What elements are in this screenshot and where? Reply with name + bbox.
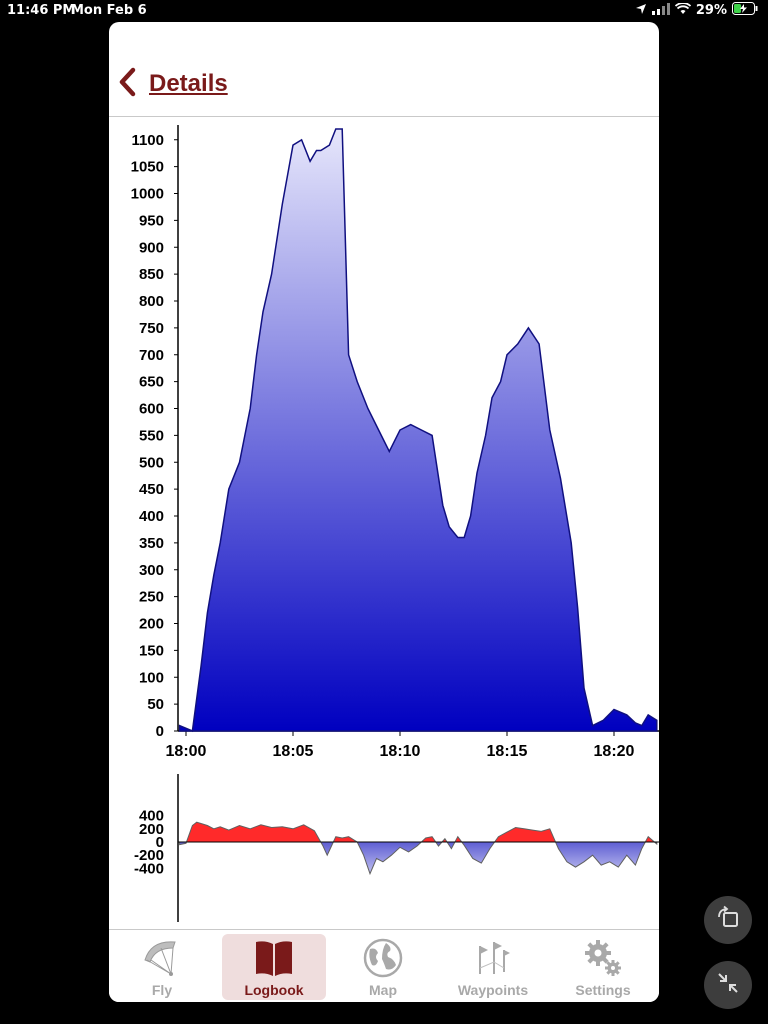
alt-y-tick-label: 850	[139, 266, 164, 283]
vario-y-tick-label: 0	[156, 834, 164, 851]
alt-y-tick-label: 750	[139, 320, 164, 337]
alt-y-tick-label: 50	[147, 696, 164, 713]
tab-label-settings: Settings	[575, 982, 631, 998]
alt-y-tick-label: 500	[139, 454, 164, 471]
vario-y-tick-label: 400	[139, 808, 164, 825]
alt-y-tick-label: 300	[139, 562, 164, 579]
tab-waypoints[interactable]: Waypoints	[441, 934, 545, 1000]
alt-y-tick-label: 0	[156, 723, 164, 740]
gears-icon	[581, 936, 625, 980]
alt-y-tick-label: 400	[139, 508, 164, 525]
details-sheet: Details 0 50 100 150 200 250 300 350 400 450 500 55…	[109, 22, 659, 1002]
tab-bar: Fly Logbook Map Waypoints	[109, 929, 659, 1002]
alt-y-tick-label: 600	[139, 401, 164, 418]
status-date: Mon Feb 6	[71, 3, 147, 18]
paraglider-icon	[140, 936, 184, 980]
alt-y-tick-label: 700	[139, 347, 164, 364]
alt-x-tick-label: 18:00	[166, 743, 207, 760]
navigation-bar: Details	[109, 22, 659, 117]
alt-y-tick-label: 450	[139, 481, 164, 498]
tab-label-map: Map	[369, 982, 397, 998]
alt-y-tick-label: 350	[139, 535, 164, 552]
alt-x-tick-label: 18:15	[487, 743, 528, 760]
flags-icon	[471, 936, 515, 980]
charts-area: 0 50 100 150 200 250 300 350 400 450 500 550 600 650 7…	[131, 125, 659, 922]
cellular-signal-icon	[651, 2, 670, 19]
rotate-lock-button[interactable]	[704, 896, 752, 944]
altitude-area	[178, 128, 658, 733]
tab-settings[interactable]: Settings	[551, 934, 655, 1000]
alt-y-tick-label: 1100	[131, 132, 164, 149]
status-bar: 11:46 PM Mon Feb 6 29%	[0, 0, 768, 22]
alt-y-tick-label: 800	[139, 293, 164, 310]
wifi-icon	[674, 1, 691, 19]
book-icon	[252, 936, 296, 980]
alt-y-tick-label: 150	[139, 642, 164, 659]
vario-y-tick-label: -200	[134, 847, 164, 864]
tab-map[interactable]: Map	[331, 934, 435, 1000]
status-indicators: 29%	[635, 1, 758, 19]
vario-sink-area	[179, 842, 657, 874]
back-button[interactable]: Details	[117, 66, 228, 102]
globe-icon	[361, 936, 405, 980]
alt-y-tick-label: 900	[139, 239, 164, 256]
collapse-arrows-icon	[715, 970, 741, 1001]
alt-y-tick-label: 550	[139, 427, 164, 444]
tab-label-logbook: Logbook	[244, 982, 304, 998]
alt-y-tick-label: 200	[139, 616, 164, 633]
alt-y-tick-label: 250	[139, 589, 164, 606]
alt-y-tick-label: 1050	[131, 159, 164, 176]
tab-label-fly: Fly	[151, 982, 173, 998]
chevron-left-icon	[117, 67, 137, 102]
battery-percent: 29%	[695, 3, 727, 18]
alt-y-tick-label: 1000	[131, 186, 164, 203]
status-time: 11:46 PM	[7, 3, 76, 18]
alt-x-tick-label: 18:05	[273, 743, 314, 760]
alt-y-tick-label: 100	[139, 669, 164, 686]
tab-fly[interactable]: Fly	[110, 934, 214, 1000]
vario-y-tick-label: -400	[134, 860, 164, 877]
alt-y-tick-label: 950	[139, 212, 164, 229]
alt-y-tick-label: 650	[139, 374, 164, 391]
tab-label-waypoints: Waypoints	[457, 982, 529, 998]
vario-outline	[179, 821, 658, 876]
altitude-chart: 0 50 100 150 200 250 300 350 400 450 500 550 600 650 7…	[131, 125, 659, 760]
tab-logbook[interactable]: Logbook	[222, 934, 326, 1000]
vario-climb-area	[179, 822, 657, 842]
location-arrow-icon	[635, 3, 647, 19]
page-title: Details	[149, 70, 228, 97]
alt-x-tick-label: 18:10	[380, 743, 421, 760]
vario-y-tick-label: 200	[139, 821, 164, 838]
alt-x-tick-label: 18:20	[594, 743, 635, 760]
rotate-icon	[715, 905, 741, 936]
battery-charging-icon	[732, 2, 758, 19]
collapse-button[interactable]	[704, 961, 752, 1009]
